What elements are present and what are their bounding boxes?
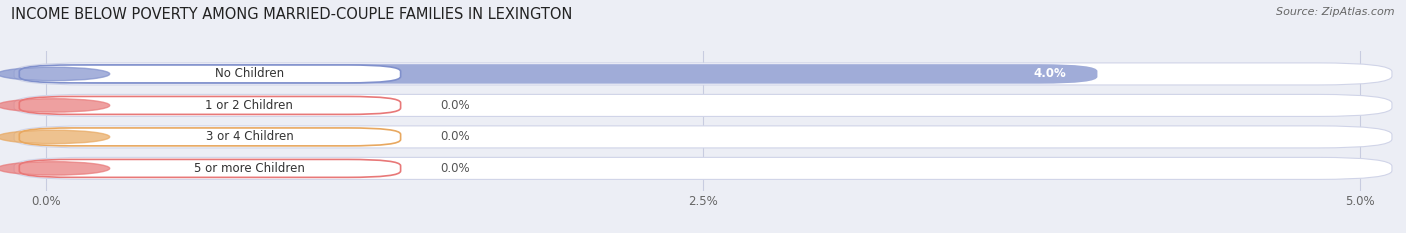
Circle shape (0, 130, 110, 144)
Text: Source: ZipAtlas.com: Source: ZipAtlas.com (1277, 7, 1395, 17)
Text: 0.0%: 0.0% (440, 99, 470, 112)
Text: 3 or 4 Children: 3 or 4 Children (205, 130, 294, 143)
Text: 0.0%: 0.0% (440, 130, 470, 143)
FancyBboxPatch shape (14, 63, 1392, 85)
FancyBboxPatch shape (14, 94, 1392, 116)
FancyBboxPatch shape (14, 126, 1392, 148)
Text: INCOME BELOW POVERTY AMONG MARRIED-COUPLE FAMILIES IN LEXINGTON: INCOME BELOW POVERTY AMONG MARRIED-COUPL… (11, 7, 572, 22)
Text: 4.0%: 4.0% (1033, 67, 1066, 80)
Text: No Children: No Children (215, 67, 284, 80)
FancyBboxPatch shape (45, 64, 1098, 84)
FancyBboxPatch shape (20, 96, 401, 114)
FancyBboxPatch shape (14, 157, 1392, 179)
Circle shape (0, 67, 110, 81)
Circle shape (0, 162, 110, 175)
FancyBboxPatch shape (20, 128, 401, 146)
FancyBboxPatch shape (20, 159, 401, 177)
Text: 0.0%: 0.0% (440, 162, 470, 175)
Text: 1 or 2 Children: 1 or 2 Children (205, 99, 294, 112)
FancyBboxPatch shape (20, 65, 401, 83)
Text: 5 or more Children: 5 or more Children (194, 162, 305, 175)
Circle shape (0, 99, 110, 112)
